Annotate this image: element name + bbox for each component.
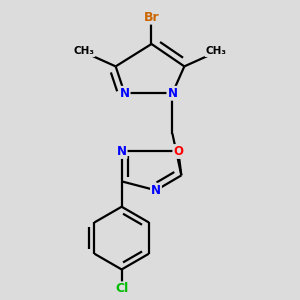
Text: N: N (117, 145, 127, 158)
Text: N: N (167, 87, 177, 100)
Text: Cl: Cl (115, 282, 128, 296)
Text: CH₃: CH₃ (205, 46, 226, 56)
Text: N: N (120, 87, 130, 100)
Text: O: O (173, 145, 183, 158)
Text: CH₃: CH₃ (74, 46, 95, 56)
Text: Br: Br (144, 11, 159, 24)
Text: N: N (151, 184, 161, 197)
